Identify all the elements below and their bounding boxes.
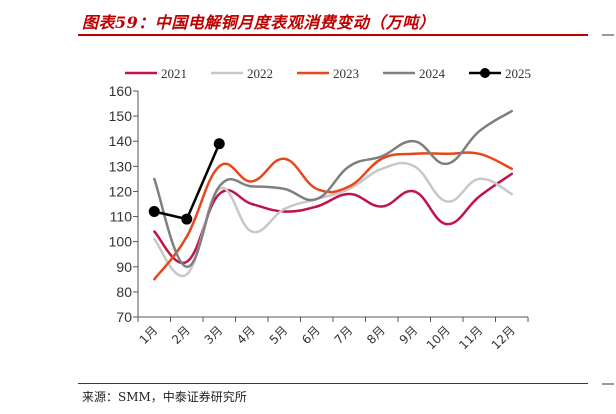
data-point-2025 bbox=[181, 213, 193, 225]
x-tick-label: 12月 bbox=[489, 323, 518, 352]
y-tick-label: 130 bbox=[109, 158, 133, 174]
x-tick-label: 2月 bbox=[169, 323, 193, 347]
x-tick-label: 9月 bbox=[397, 323, 421, 347]
legend-label-2022: 2022 bbox=[247, 66, 273, 81]
edge-marker-top bbox=[602, 34, 614, 36]
y-tick-label: 90 bbox=[116, 259, 132, 275]
y-tick-label: 140 bbox=[109, 133, 133, 149]
x-tick-label: 8月 bbox=[364, 323, 388, 347]
y-tick-label: 110 bbox=[110, 209, 133, 225]
x-tick-label: 6月 bbox=[299, 323, 323, 347]
y-tick-label: 70 bbox=[116, 309, 132, 325]
x-tick-label: 3月 bbox=[202, 323, 226, 347]
chart-axes: 70 80 90 100 110 120 130 140 150 160 1月 2月 3月 4月 5月 6月 7… bbox=[109, 83, 529, 352]
series-line-2024 bbox=[153, 109, 514, 269]
edge-marker-bottom bbox=[602, 383, 614, 385]
legend-label-2025: 2025 bbox=[505, 66, 531, 81]
x-tick-label: 7月 bbox=[332, 323, 356, 347]
y-tick-label: 160 bbox=[109, 83, 133, 99]
source-rule bbox=[78, 383, 588, 384]
chart-series bbox=[148, 109, 514, 281]
chart-legend: 2021 2022 2023 2024 2025 bbox=[125, 66, 531, 81]
series-line-2023 bbox=[153, 151, 514, 281]
x-tick-label: 4月 bbox=[234, 323, 258, 347]
data-point-2025 bbox=[213, 138, 225, 150]
x-tick-label: 11月 bbox=[456, 323, 485, 352]
y-tick-label: 150 bbox=[109, 108, 133, 124]
x-tick-label: 5月 bbox=[267, 323, 291, 347]
title-rule bbox=[78, 34, 588, 36]
legend-label-2023: 2023 bbox=[333, 66, 359, 81]
figure-title: 图表59：中国电解铜月度表观消费变动（万吨） bbox=[82, 13, 436, 32]
data-point-2025 bbox=[148, 206, 160, 218]
x-tick-label: 1月 bbox=[137, 323, 161, 347]
source-note: 来源：SMM，中泰证券研究所 bbox=[82, 390, 247, 404]
y-tick-label: 120 bbox=[109, 183, 133, 199]
legend-label-2021: 2021 bbox=[161, 66, 187, 81]
x-tick-label: 10月 bbox=[424, 323, 453, 352]
legend-label-2024: 2024 bbox=[419, 66, 446, 81]
y-tick-label: 80 bbox=[116, 284, 132, 300]
y-tick-label: 100 bbox=[109, 234, 133, 250]
legend-marker-2025 bbox=[480, 68, 490, 78]
